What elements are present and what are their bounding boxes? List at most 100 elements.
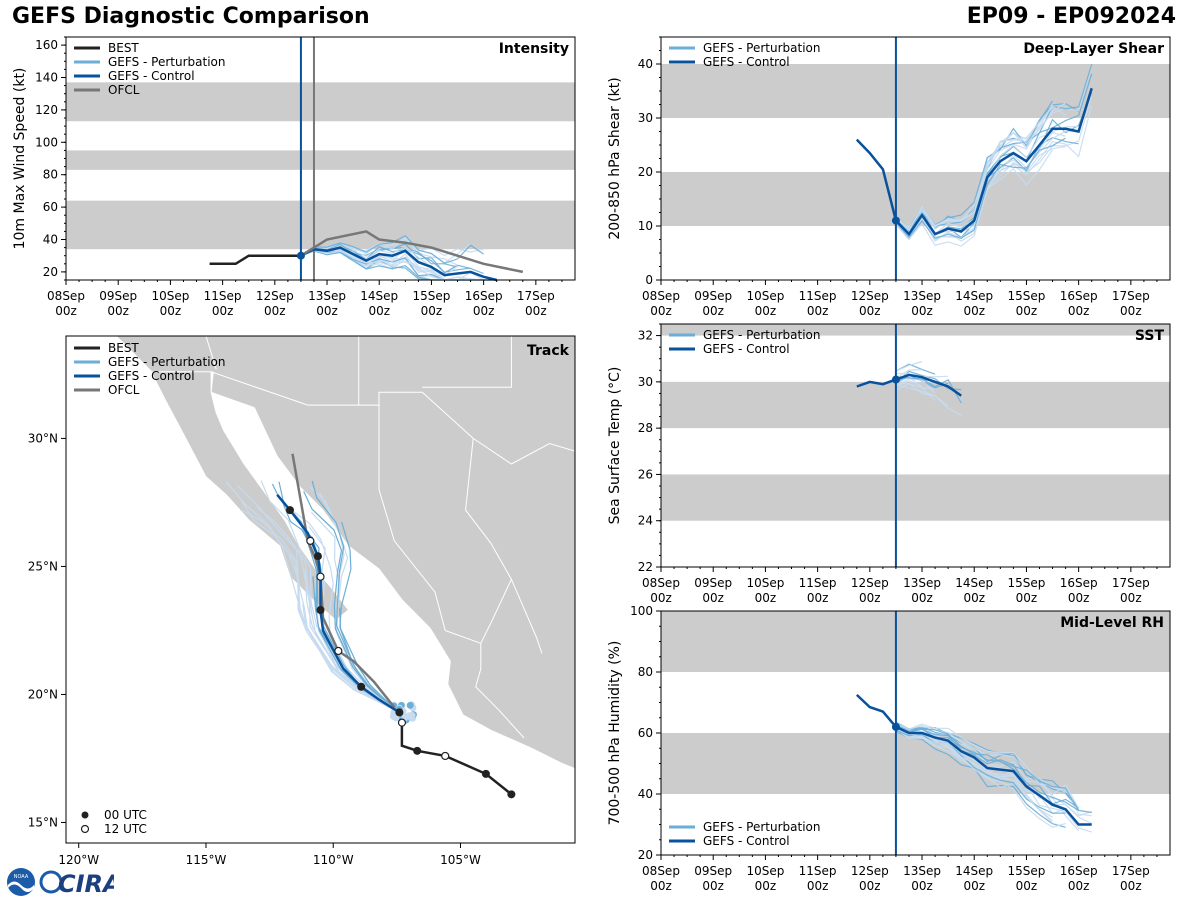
panel-title: Mid-Level RH — [1060, 615, 1164, 631]
x-tick-sublabel: 00z — [1016, 879, 1038, 893]
utc00-marker — [81, 811, 89, 819]
x-tick-label: 09Sep — [694, 864, 732, 878]
x-tick-sublabel: 00z — [160, 304, 182, 318]
analysis-point — [891, 375, 900, 384]
noaa-logo-icon: NOAA — [7, 868, 35, 896]
x-tick-sublabel: 00z — [1068, 879, 1090, 893]
perturbation-line — [895, 106, 1053, 231]
x-tick-label: 09Sep — [694, 576, 732, 590]
legend-label: BEST — [108, 41, 139, 55]
perturbation-line — [300, 234, 484, 264]
panel-title: Track — [527, 343, 570, 359]
perturbation-line — [895, 730, 1066, 828]
perturbation-track — [339, 521, 400, 713]
x-tick-sublabel: 00z — [473, 304, 495, 318]
threshold-band — [66, 150, 575, 170]
x-tick-label: 10Sep — [151, 289, 189, 303]
perturbation-line — [895, 382, 936, 401]
perturbation-line — [895, 378, 936, 394]
x-tick-label: 120°W — [58, 853, 99, 867]
x-tick-label: 14Sep — [955, 289, 993, 303]
x-tick-label: 12Sep — [851, 576, 889, 590]
x-tick-sublabel: 00z — [807, 879, 829, 893]
legend-label: GEFS - Perturbation — [703, 820, 820, 834]
best-00utc-marker — [507, 790, 516, 799]
x-tick-sublabel: 00z — [755, 304, 777, 318]
storm-id: EP09 - EP092024 — [966, 4, 1176, 29]
x-tick-sublabel: 00z — [525, 304, 547, 318]
x-tick-label: 110°W — [313, 853, 354, 867]
x-tick-label: 12Sep — [851, 289, 889, 303]
perturbation-line — [895, 724, 1080, 811]
x-tick-sublabel: 00z — [1068, 591, 1090, 605]
x-tick-sublabel: 00z — [212, 304, 234, 318]
control-00utc-marker — [313, 552, 322, 561]
legend-label: GEFS - Perturbation — [108, 355, 225, 369]
perturbation-line — [895, 360, 923, 372]
x-tick-label: 08Sep — [642, 576, 680, 590]
control-line — [856, 373, 962, 397]
perturbation-track — [303, 490, 400, 713]
y-tick-label: 25°N — [28, 559, 58, 573]
legend-label: GEFS - Control — [703, 342, 790, 356]
x-tick-sublabel: 00z — [911, 304, 933, 318]
x-tick-sublabel: 00z — [1068, 304, 1090, 318]
x-tick-sublabel: 00z — [1120, 591, 1142, 605]
x-tick-label: 12Sep — [256, 289, 294, 303]
x-tick-sublabel: 00z — [702, 879, 724, 893]
best-12utc-marker — [441, 751, 450, 761]
x-tick-label: 15Sep — [1007, 289, 1045, 303]
x-tick-sublabel: 00z — [316, 304, 338, 318]
perturbation-line — [895, 725, 1092, 814]
x-tick-sublabel: 00z — [702, 591, 724, 605]
best-line — [209, 254, 301, 266]
x-tick-label: 15Sep — [412, 289, 450, 303]
analysis-point — [891, 216, 900, 225]
utc00-label: 00 UTC — [104, 808, 147, 822]
logos: NOAA CIRA — [4, 866, 122, 898]
x-tick-label: 14Sep — [360, 289, 398, 303]
x-tick-sublabel: 00z — [650, 304, 672, 318]
y-tick-label: 100 — [35, 135, 58, 149]
x-tick-label: 10Sep — [746, 289, 784, 303]
baja-peninsula — [152, 368, 350, 621]
x-tick-label: 16Sep — [1060, 289, 1098, 303]
axes-frame — [65, 335, 576, 844]
legend-label: GEFS - Perturbation — [703, 41, 820, 55]
y-tick-label: 30 — [638, 111, 653, 125]
perturbation-track — [239, 498, 400, 713]
perturbation-point — [406, 701, 414, 709]
perturbation-line — [895, 137, 1066, 239]
perturbation-line — [895, 149, 1054, 247]
legend-label: BEST — [108, 341, 139, 355]
perturbation-line — [895, 722, 1080, 809]
x-tick-sublabel: 00z — [1016, 591, 1038, 605]
x-tick-sublabel: 00z — [807, 591, 829, 605]
cira-logo-text: CIRA — [58, 870, 114, 898]
y-axis-label: 10m Max Wind Speed (kt) — [12, 68, 28, 250]
x-tick-label: 11Sep — [799, 864, 837, 878]
y-tick-label: 80 — [43, 168, 58, 182]
x-tick-sublabel: 00z — [859, 879, 881, 893]
y-tick-label: 22 — [638, 560, 653, 574]
x-tick-label: 12Sep — [851, 864, 889, 878]
best-00utc-marker — [481, 769, 490, 778]
x-tick-sublabel: 00z — [911, 879, 933, 893]
x-tick-sublabel: 00z — [859, 304, 881, 318]
control-00utc-marker — [357, 682, 366, 691]
state-border — [480, 579, 512, 644]
panel-title: SST — [1135, 328, 1165, 344]
cira-logo-icon: CIRA — [39, 870, 122, 898]
x-tick-label: 10Sep — [746, 576, 784, 590]
threshold-band — [661, 64, 1170, 118]
perturbation-line — [895, 724, 1079, 809]
y-tick-label: 20 — [638, 848, 653, 862]
y-axis-label: Sea Surface Temp (°C) — [607, 367, 623, 525]
y-tick-label: 0 — [645, 273, 653, 287]
threshold-band — [661, 324, 1170, 336]
utc12-label: 12 UTC — [104, 822, 147, 836]
perturbation-line — [895, 380, 923, 388]
y-tick-label: 20 — [638, 165, 653, 179]
